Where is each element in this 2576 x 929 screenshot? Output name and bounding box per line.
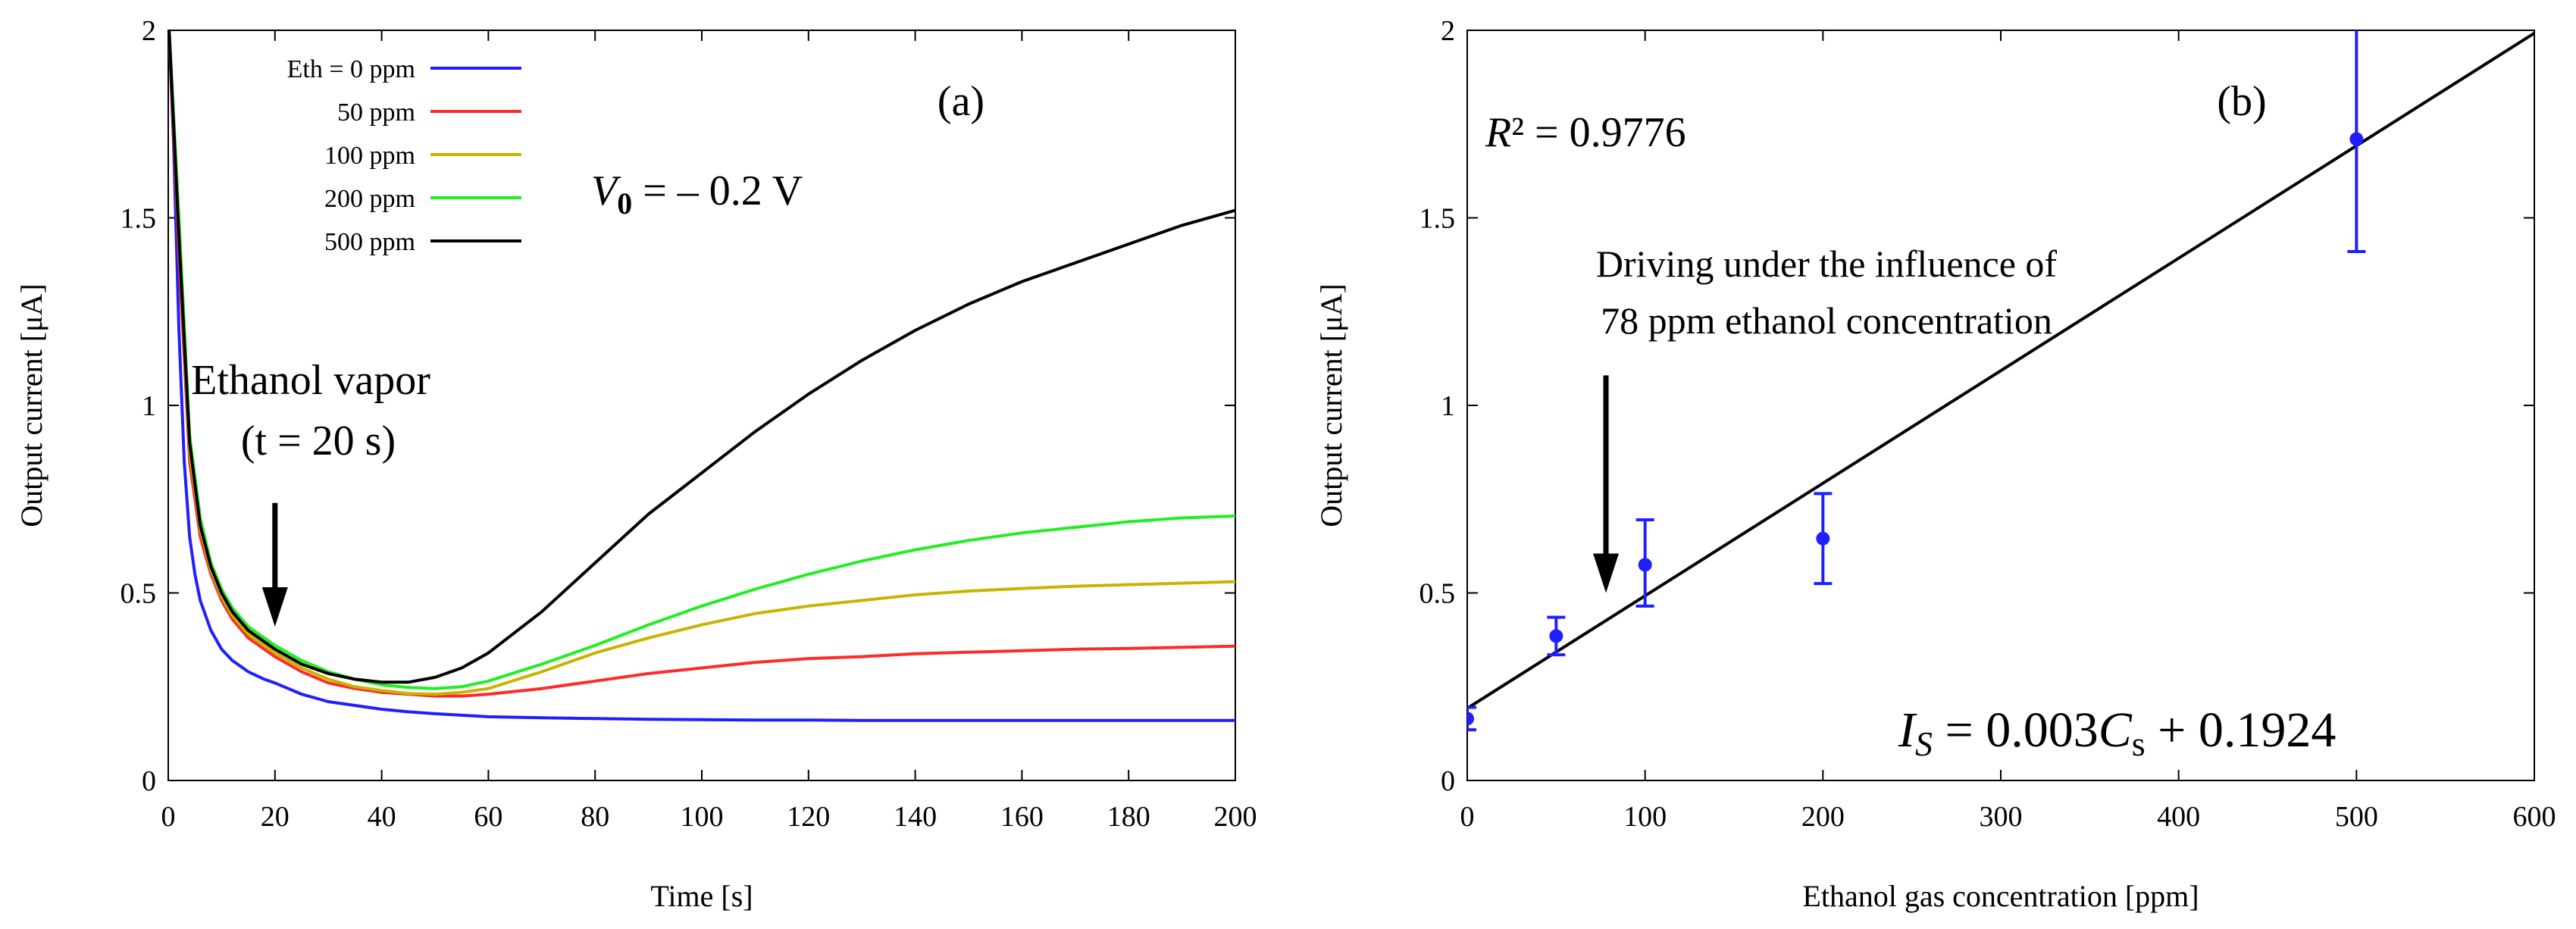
legend-label: 50 ppm xyxy=(337,99,415,127)
ethanol-label-line1: Ethanol vapor xyxy=(191,357,430,404)
y-axis-label-a: Output current [μA] xyxy=(14,283,49,527)
panel-label-a: (a) xyxy=(937,78,984,125)
voltage-var: V xyxy=(591,167,621,214)
x-tick-label: 140 xyxy=(894,801,937,833)
fit-equation: IS = 0.003Cs + 0.1924 xyxy=(1898,702,2336,763)
y-tick-label: 1 xyxy=(1441,390,1455,422)
eq-sub2: s xyxy=(2132,724,2146,763)
legend-a: Eth = 0 ppm 50 ppm 100 ppm 200 ppm 500 ppm xyxy=(287,55,521,256)
legend-label: 200 ppm xyxy=(324,185,415,213)
series-line-1 xyxy=(168,30,1235,698)
x-tick-label: 600 xyxy=(2513,801,2556,833)
y-tick-label: 0.5 xyxy=(1419,578,1456,610)
eq-var2: C xyxy=(2099,702,2133,758)
ethanol-arrow xyxy=(261,502,288,627)
series-line-4 xyxy=(168,30,1235,684)
x-tick-label: 160 xyxy=(1000,801,1044,833)
x-tick-label: 20 xyxy=(261,801,290,833)
panel-b: 0 0.5 1 1.5 2 0 100 200 300 400 500 600 Ethanol ga… xyxy=(1314,15,2556,913)
dui-arrow xyxy=(1593,375,1620,593)
x-axis-label-a: Time [s] xyxy=(650,879,753,913)
arrow-head xyxy=(261,587,288,627)
voltage-rest: = – 0.2 V xyxy=(632,167,803,214)
data-point xyxy=(1816,531,1830,546)
x-tick-label: 0 xyxy=(161,801,176,833)
r2-rest: ² = 0.9776 xyxy=(1511,109,1686,156)
legend-label: 500 ppm xyxy=(324,228,415,256)
y-tick-label: 1.5 xyxy=(1419,203,1456,235)
r2-var: R xyxy=(1485,109,1511,156)
voltage-sub: 0 xyxy=(617,186,632,221)
dui-label-line1: Driving under the influence of xyxy=(1596,242,2057,285)
x-tick-label: 400 xyxy=(2157,801,2200,833)
y-tick-label: 0 xyxy=(142,765,156,797)
y-tick-label: 0 xyxy=(1441,765,1455,797)
eq-var1: I xyxy=(1898,702,1917,758)
points-group-b xyxy=(1467,30,2366,732)
panel-a: 0 0.5 1 1.5 2 0 20 40 60 80 100 120 140 160 180 200 Et… xyxy=(14,15,1257,913)
eq-sub1: S xyxy=(1915,724,1933,763)
legend-label: 100 ppm xyxy=(324,142,415,170)
x-tick-label: 60 xyxy=(474,801,502,833)
y-tick-label: 1.5 xyxy=(121,203,157,235)
x-tick-label: 200 xyxy=(1214,801,1257,833)
x-axis-label-b: Ethanol gas concentration [ppm] xyxy=(1802,879,2199,913)
y-tick-label: 0.5 xyxy=(121,578,157,610)
x-tick-label: 0 xyxy=(1460,801,1475,833)
y-tick-label: 2 xyxy=(142,15,156,47)
eq-rest: + 0.1924 xyxy=(2146,702,2337,758)
ethanol-label-line2: (t = 20 s) xyxy=(241,418,396,465)
x-tick-label: 80 xyxy=(581,801,609,833)
series-line-3 xyxy=(168,30,1235,690)
voltage-annotation: V0 = – 0.2 V xyxy=(591,167,803,221)
r2-annotation: R² = 0.9776 xyxy=(1485,109,1686,156)
x-tick-label: 500 xyxy=(2335,801,2378,833)
legend-label: Eth = 0 ppm xyxy=(287,55,415,83)
x-tick-label: 100 xyxy=(681,801,724,833)
x-tick-label: 180 xyxy=(1107,801,1150,833)
x-ticks-a: 0 20 40 60 80 100 120 140 160 180 200 xyxy=(161,30,1257,833)
y-ticks-b: 0 0.5 1 1.5 2 xyxy=(1419,15,2534,797)
x-tick-label: 40 xyxy=(368,801,396,833)
y-tick-label: 1 xyxy=(142,390,156,422)
y-tick-label: 2 xyxy=(1441,15,1455,47)
series-line-0 xyxy=(168,30,1235,722)
arrow-head xyxy=(1593,553,1620,593)
x-tick-label: 120 xyxy=(787,801,830,833)
data-point xyxy=(1467,712,1474,726)
eq-mid: = 0.003 xyxy=(1933,702,2099,758)
y-ticks-a: 0 0.5 1 1.5 2 xyxy=(121,15,1235,797)
data-point xyxy=(1638,558,1652,572)
panel-label-b: (b) xyxy=(2217,78,2266,125)
dui-label-line2: 78 ppm ethanol concentration xyxy=(1601,299,2052,342)
y-axis-label-b: Output current [μA] xyxy=(1314,283,1348,527)
x-tick-label: 300 xyxy=(1980,801,2023,833)
series-group-a xyxy=(168,30,1235,722)
x-tick-label: 200 xyxy=(1801,801,1845,833)
series-line-2 xyxy=(168,30,1235,696)
x-tick-label: 100 xyxy=(1623,801,1667,833)
x-ticks-b: 0 100 200 300 400 500 600 xyxy=(1460,30,2556,833)
data-point xyxy=(2349,132,2364,146)
data-point xyxy=(1549,629,1563,643)
